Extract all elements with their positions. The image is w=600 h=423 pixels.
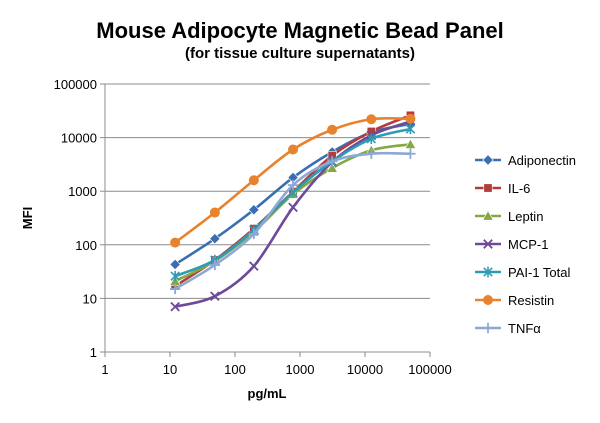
- x-tick-label: 1: [101, 362, 108, 377]
- legend-label: Adiponectin: [508, 153, 576, 168]
- axes: [100, 83, 431, 357]
- legend-marker: [482, 210, 494, 221]
- x-tick-label: 10: [163, 362, 177, 377]
- data-point-tnf: [209, 259, 221, 271]
- legend-label: IL-6: [508, 181, 530, 196]
- legend-label: PAI-1 Total: [508, 265, 570, 280]
- data-point-leptin: [326, 162, 338, 173]
- data-point-mcp-1: [210, 291, 220, 302]
- data-point-resistin: [288, 144, 299, 155]
- data-point-adiponectin: [248, 204, 260, 216]
- legend-marker: [483, 239, 493, 249]
- data-point-resistin: [327, 124, 338, 135]
- data-point-tnf: [326, 156, 338, 167]
- legend-marker: [483, 266, 493, 278]
- series-layer: [169, 110, 417, 312]
- data-point-adiponectin: [209, 233, 221, 245]
- y-tick-label: 1000: [68, 184, 97, 199]
- series-tnf: [169, 148, 416, 295]
- data-point-tnf: [248, 228, 260, 240]
- x-tick-labels: 1 10 100 1000 10000 100000: [101, 362, 451, 377]
- data-point-leptin: [404, 138, 417, 149]
- data-point-tnf: [405, 148, 416, 159]
- x-tick-label: 100000: [408, 362, 451, 377]
- legend-item-adiponectin: Adiponectin: [475, 153, 576, 168]
- series-resistin: [170, 113, 416, 248]
- data-point-mcp-1: [288, 202, 298, 213]
- legend-marker: [483, 295, 493, 305]
- data-point-tnf: [287, 179, 299, 191]
- legend: Adiponectin IL-6 Leptin MCP-1 PAI-1 Total Res…: [475, 153, 576, 336]
- legend-item-leptin: Leptin: [475, 209, 543, 224]
- y-tick-label: 100000: [54, 77, 97, 92]
- data-point-tnf: [169, 283, 181, 295]
- legend-label: MCP-1: [508, 237, 548, 252]
- data-point-pai-1-total: [366, 133, 377, 144]
- chart-title: Mouse Adipocyte Magnetic Bead Panel: [96, 18, 504, 43]
- y-axis-title: MFI: [20, 207, 35, 229]
- y-tick-labels: 1 10 100 1000 10000 100000: [54, 77, 97, 360]
- data-point-adiponectin: [169, 258, 181, 271]
- chart-subtitle: (for tissue culture supernatants): [185, 45, 415, 62]
- x-tick-label: 10000: [347, 362, 383, 377]
- x-tick-label: 100: [224, 362, 246, 377]
- data-point-resistin: [170, 237, 181, 248]
- data-point-resistin: [405, 113, 416, 124]
- data-point-resistin: [248, 175, 259, 186]
- legend-marker: [483, 183, 493, 193]
- legend-item-pai-1-total: PAI-1 Total: [475, 265, 570, 280]
- data-point-pai-1-total: [405, 123, 416, 135]
- y-tick-label: 10: [83, 291, 97, 306]
- y-tick-label: 100: [75, 238, 97, 253]
- legend-marker: [482, 322, 494, 334]
- legend-label: TNFα: [508, 321, 541, 336]
- data-point-resistin: [366, 114, 377, 125]
- y-tick-label: 1: [90, 345, 97, 360]
- x-tick-label: 1000: [286, 362, 315, 377]
- legend-item-tnf: TNFα: [475, 321, 541, 336]
- data-point-tnf: [366, 148, 377, 159]
- legend-item-resistin: Resistin: [475, 293, 554, 308]
- legend-marker: [482, 154, 494, 166]
- x-axis-title: pg/mL: [248, 386, 287, 401]
- y-tick-label: 10000: [61, 131, 97, 146]
- data-point-resistin: [209, 207, 220, 218]
- data-point-mcp-1: [170, 301, 180, 312]
- legend-item-il-6: IL-6: [475, 181, 530, 196]
- data-point-pai-1-total: [170, 270, 180, 282]
- legend-label: Resistin: [508, 293, 554, 308]
- data-point-mcp-1: [249, 261, 259, 271]
- legend-item-mcp-1: MCP-1: [475, 237, 548, 252]
- legend-label: Leptin: [508, 209, 543, 224]
